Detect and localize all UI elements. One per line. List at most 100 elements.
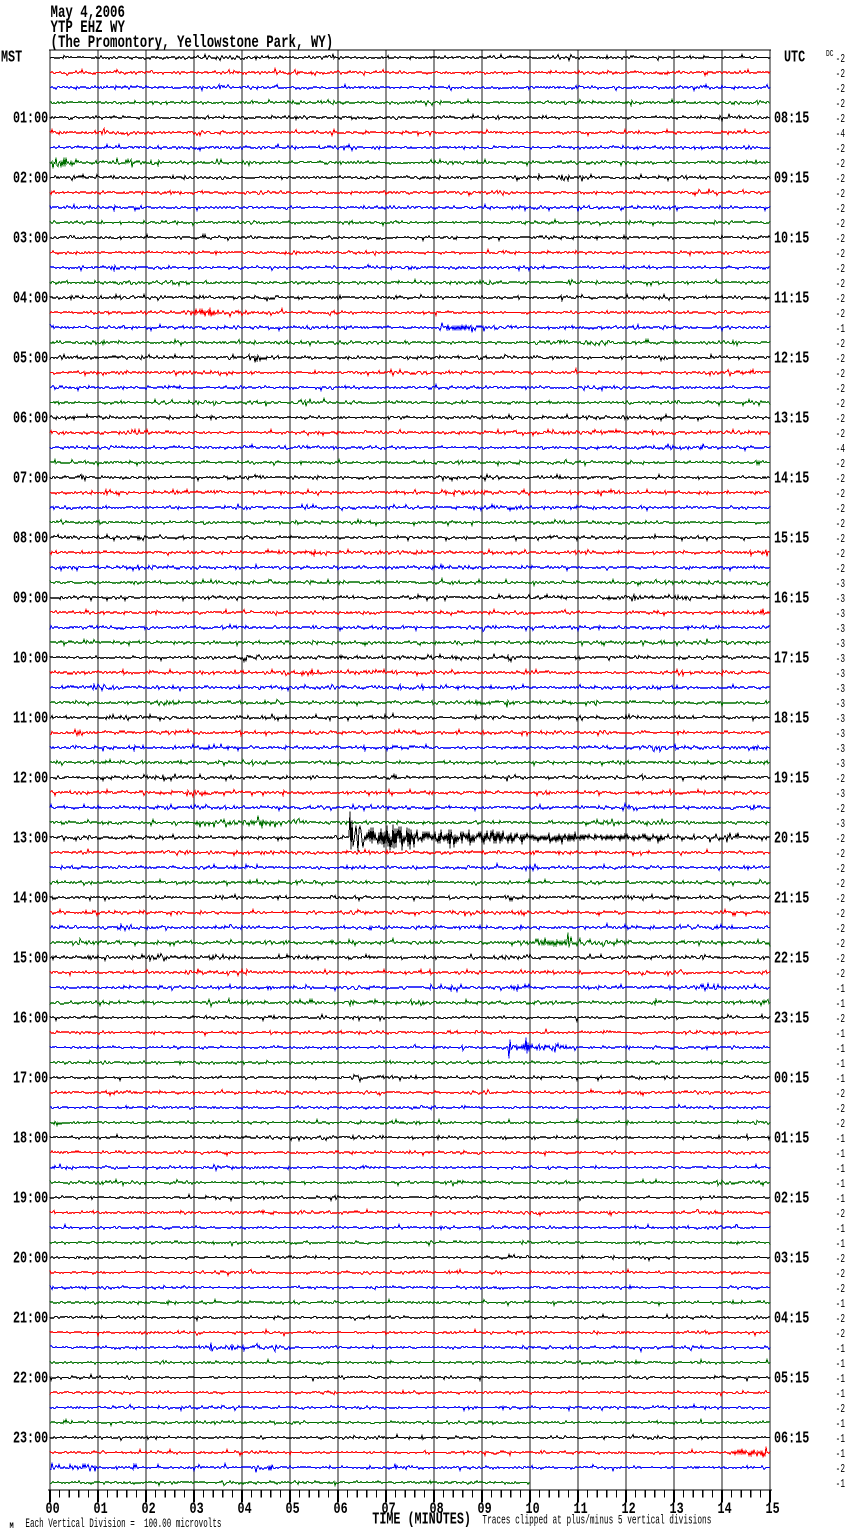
svg-text:11: 11	[574, 1501, 588, 1519]
svg-text:-1: -1	[836, 1164, 845, 1177]
svg-text:19:15: 19:15	[774, 770, 809, 789]
svg-text:-3: -3	[836, 729, 845, 742]
svg-text:09:00: 09:00	[13, 590, 48, 609]
svg-text:08:00: 08:00	[13, 530, 48, 549]
svg-text:-2: -2	[836, 549, 845, 562]
svg-text:-2: -2	[836, 774, 845, 787]
svg-text:-2: -2	[836, 234, 845, 247]
svg-text:02: 02	[142, 1501, 156, 1519]
svg-text:-2: -2	[836, 954, 845, 967]
svg-text:13: 13	[670, 1501, 684, 1519]
svg-text:-2: -2	[836, 864, 845, 877]
svg-text:-1: -1	[836, 324, 845, 337]
svg-text:-1: -1	[836, 1374, 845, 1387]
svg-text:-3: -3	[836, 714, 845, 727]
svg-text:-3: -3	[836, 699, 845, 712]
svg-text:-2: -2	[836, 1104, 845, 1117]
svg-text:-2: -2	[836, 264, 845, 277]
svg-text:16:15: 16:15	[774, 590, 809, 609]
svg-text:DC: DC	[826, 50, 834, 59]
svg-text:-2: -2	[836, 84, 845, 97]
svg-text:01: 01	[94, 1501, 108, 1519]
svg-text:-2: -2	[836, 189, 845, 202]
svg-text:-2: -2	[836, 249, 845, 262]
svg-text:23:00: 23:00	[13, 1430, 48, 1449]
svg-text:-1: -1	[836, 1344, 845, 1357]
svg-text:-2: -2	[836, 459, 845, 472]
svg-text:-1: -1	[836, 1059, 845, 1072]
svg-text:UTC: UTC	[784, 49, 805, 68]
svg-text:04:00: 04:00	[13, 290, 48, 309]
svg-text:00: 00	[46, 1501, 60, 1519]
svg-text:-2: -2	[836, 174, 845, 187]
svg-text:02:15: 02:15	[774, 1190, 809, 1209]
svg-text:20:00: 20:00	[13, 1250, 48, 1269]
svg-text:06:15: 06:15	[774, 1430, 809, 1449]
svg-text:-2: -2	[836, 144, 845, 157]
svg-text:-1: -1	[836, 1149, 845, 1162]
svg-text:-2: -2	[836, 279, 845, 292]
svg-text:-2: -2	[836, 114, 845, 127]
svg-text:01:00: 01:00	[13, 110, 48, 129]
svg-text:14: 14	[718, 1501, 732, 1519]
svg-text:09:15: 09:15	[774, 170, 809, 189]
svg-text:-3: -3	[836, 789, 845, 802]
svg-text:03:00: 03:00	[13, 230, 48, 249]
svg-text:-2: -2	[836, 909, 845, 922]
svg-text:-2: -2	[836, 879, 845, 892]
svg-text:-2: -2	[836, 369, 845, 382]
svg-text:-2: -2	[836, 159, 845, 172]
svg-text:17:00: 17:00	[13, 1070, 48, 1089]
svg-text:-2: -2	[836, 834, 845, 847]
svg-text:May 4,2006: May 4,2006	[51, 2, 125, 23]
svg-text:-1: -1	[836, 1044, 845, 1057]
svg-text:-2: -2	[836, 489, 845, 502]
svg-text:03: 03	[190, 1501, 204, 1519]
svg-text:06: 06	[334, 1501, 348, 1519]
svg-text:09: 09	[478, 1501, 492, 1519]
svg-text:-2: -2	[836, 1269, 845, 1282]
svg-text:20:15: 20:15	[774, 830, 809, 849]
svg-text:12:00: 12:00	[13, 770, 48, 789]
svg-text:-2: -2	[836, 804, 845, 817]
svg-text:-2: -2	[836, 294, 845, 307]
svg-text:-2: -2	[836, 414, 845, 427]
svg-text:04:15: 04:15	[774, 1310, 809, 1329]
svg-text:(The Promontory, Yellowstone P: (The Promontory, Yellowstone Park, WY)	[51, 32, 334, 53]
svg-text:15: 15	[766, 1501, 780, 1519]
svg-text:23:15: 23:15	[774, 1010, 809, 1029]
svg-text:14:00: 14:00	[13, 890, 48, 909]
svg-text:-3: -3	[836, 609, 845, 622]
svg-text:05: 05	[286, 1501, 300, 1519]
svg-text:-3: -3	[836, 654, 845, 667]
svg-text:05:15: 05:15	[774, 1370, 809, 1389]
svg-text:02:00: 02:00	[13, 170, 48, 189]
svg-text:-4: -4	[836, 444, 845, 457]
svg-text:-1: -1	[836, 1389, 845, 1402]
svg-text:18:00: 18:00	[13, 1130, 48, 1149]
svg-text:-2: -2	[836, 1119, 845, 1132]
svg-text:07: 07	[382, 1501, 396, 1519]
svg-text:06:00: 06:00	[13, 410, 48, 429]
svg-text:-2: -2	[836, 219, 845, 232]
svg-text:-2: -2	[836, 894, 845, 907]
svg-text:-1: -1	[836, 999, 845, 1012]
svg-text:-1: -1	[836, 1194, 845, 1207]
svg-text:13:15: 13:15	[774, 410, 809, 429]
svg-text:-2: -2	[836, 969, 845, 982]
svg-text:-2: -2	[836, 1209, 845, 1222]
svg-text:-2: -2	[836, 1014, 845, 1027]
svg-text:-2: -2	[836, 534, 845, 547]
svg-text:12: 12	[622, 1501, 636, 1519]
svg-text:04: 04	[238, 1501, 252, 1519]
svg-text:-1: -1	[836, 1224, 845, 1237]
svg-text:-3: -3	[836, 684, 845, 697]
svg-text:10: 10	[526, 1501, 540, 1519]
svg-text:19:00: 19:00	[13, 1190, 48, 1209]
svg-text:-3: -3	[836, 759, 845, 772]
svg-text:21:15: 21:15	[774, 890, 809, 909]
svg-text:-1: -1	[836, 1419, 845, 1432]
svg-text:18:15: 18:15	[774, 710, 809, 729]
svg-text:-1: -1	[836, 1449, 845, 1462]
svg-text:15:00: 15:00	[13, 950, 48, 969]
